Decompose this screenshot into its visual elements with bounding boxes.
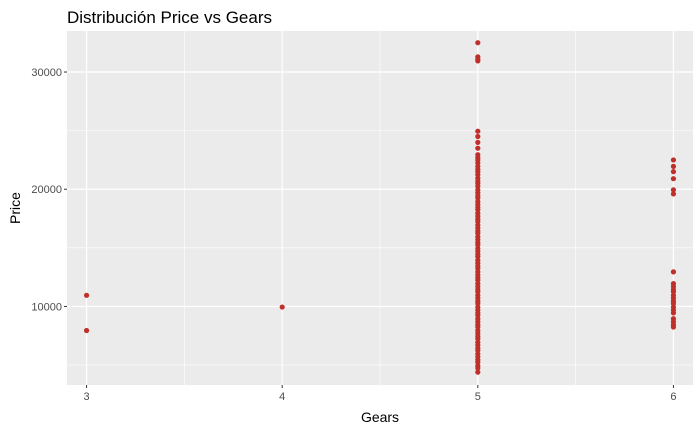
y-tick-label: 20000 <box>31 184 62 196</box>
data-point <box>83 292 90 298</box>
data-point <box>475 365 481 371</box>
y-axis-title: Price <box>7 192 23 224</box>
data-point <box>83 327 90 334</box>
x-tick-label: 6 <box>670 391 676 403</box>
x-axis: 3 4 5 6 <box>84 385 677 403</box>
data-point <box>670 191 677 197</box>
x-axis-title: Gears <box>361 409 399 425</box>
data-point <box>670 169 677 175</box>
chart-title: Distribución Price vs Gears <box>67 8 272 27</box>
data-point <box>670 163 677 169</box>
data-point <box>475 128 481 134</box>
data-point <box>670 187 677 193</box>
x-tick-label: 5 <box>475 391 481 403</box>
data-point <box>475 369 481 375</box>
data-point <box>670 310 677 316</box>
data-point <box>475 145 481 151</box>
data-point <box>670 157 677 163</box>
data-point <box>670 269 677 275</box>
data-point <box>475 139 481 145</box>
data-point <box>475 58 481 64</box>
data-point <box>670 324 677 330</box>
y-tick-label: 10000 <box>31 301 62 313</box>
data-point <box>475 40 481 46</box>
x-tick-label: 3 <box>84 391 90 403</box>
data-point <box>670 176 677 182</box>
data-point <box>279 304 285 310</box>
data-point <box>475 133 481 140</box>
y-axis: 10000 20000 30000 <box>31 67 67 313</box>
y-tick-label: 30000 <box>31 67 62 79</box>
x-tick-label: 4 <box>279 391 285 403</box>
data-points <box>83 40 677 375</box>
